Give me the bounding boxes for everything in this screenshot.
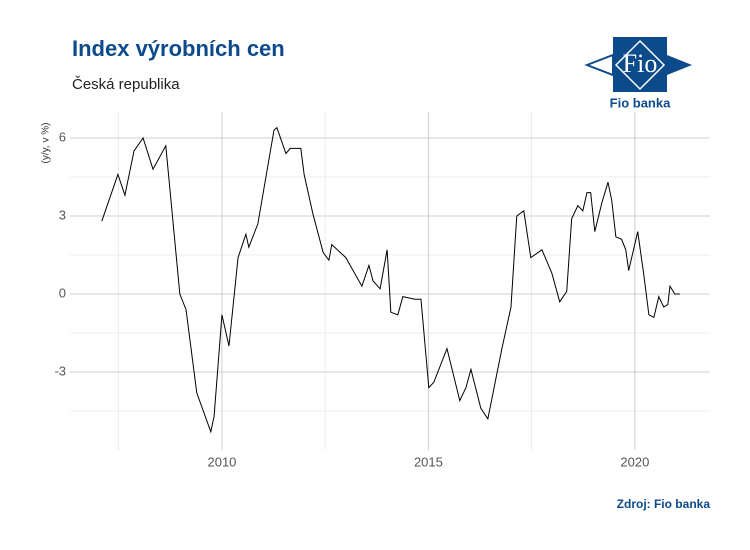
- chart-title: Index výrobních cen: [72, 36, 285, 61]
- logo: Fio Fio banka: [584, 37, 692, 110]
- y-tick-label: -3: [54, 363, 66, 378]
- y-tick-label: 3: [59, 207, 66, 222]
- logo-arrow-right: [667, 55, 692, 75]
- chart-subtitle: Česká republika: [72, 76, 180, 93]
- logo-box: [613, 37, 667, 92]
- y-tick-label: 0: [59, 285, 66, 300]
- logo-mark: Fio: [623, 49, 658, 78]
- logo-diamond: [614, 39, 666, 91]
- x-tick-label: 2015: [414, 454, 443, 469]
- logo-arrow-left: [584, 53, 614, 77]
- data-line: [101, 126, 680, 434]
- x-tick-label: 2010: [207, 454, 236, 469]
- logo-name: Fio banka: [610, 95, 671, 110]
- y-axis-label: (y/y, v %): [41, 123, 52, 164]
- x-tick-label: 2020: [620, 454, 649, 469]
- source: Zdroj: Fio banka: [617, 497, 711, 511]
- y-tick-label: 6: [59, 129, 66, 144]
